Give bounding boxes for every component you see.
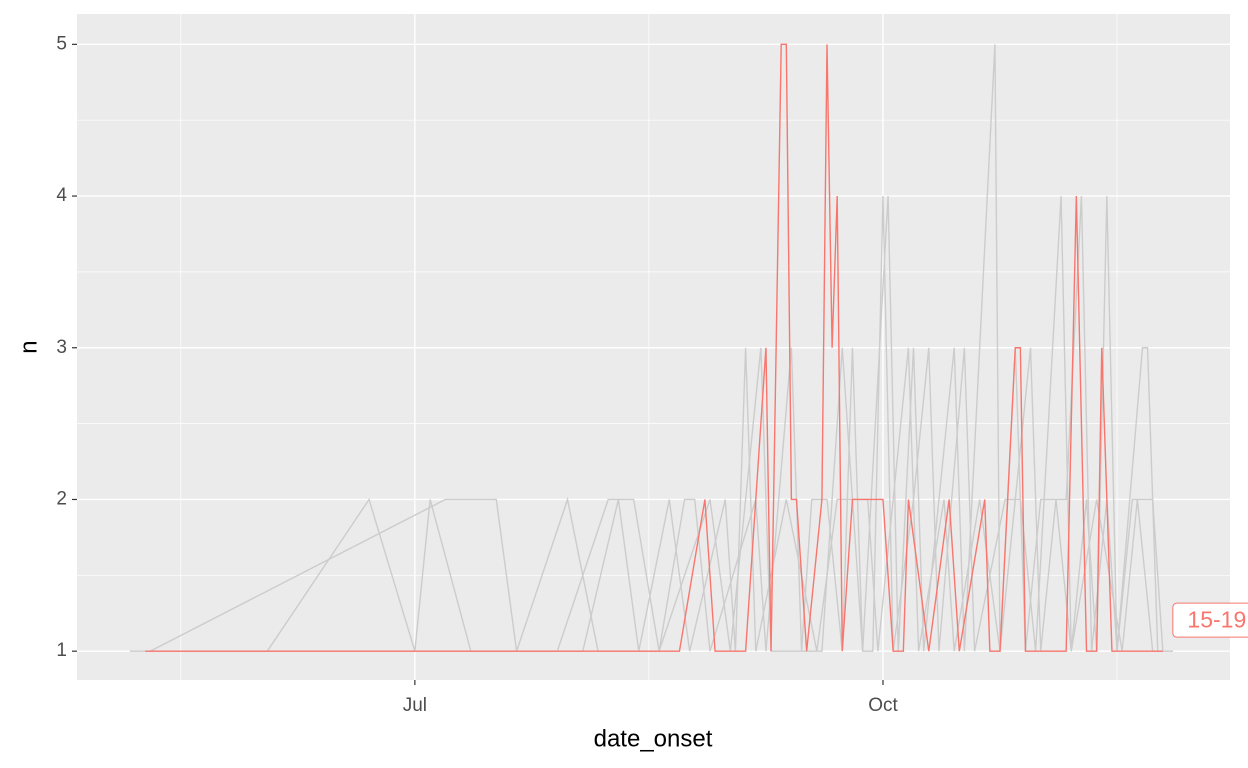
x-axis-title: date_onset (594, 725, 713, 752)
series-line (149, 196, 1164, 652)
label-box (1172, 602, 1248, 638)
y-tick-label: 4 (56, 185, 67, 206)
label-text: 15-19 (1187, 606, 1246, 632)
y-tick-label: 2 (56, 488, 67, 509)
x-tick-label: Jul (403, 695, 427, 716)
series-label: 15-19 (1172, 602, 1248, 638)
y-tick-label: 3 (56, 337, 67, 358)
y-tick-label: 1 (56, 640, 67, 661)
series-line (175, 347, 1168, 652)
y-axis-title: n (15, 340, 42, 353)
series-line (145, 43, 1163, 652)
y-tick-label: 5 (56, 33, 67, 54)
x-tick-label: Oct (868, 695, 898, 716)
